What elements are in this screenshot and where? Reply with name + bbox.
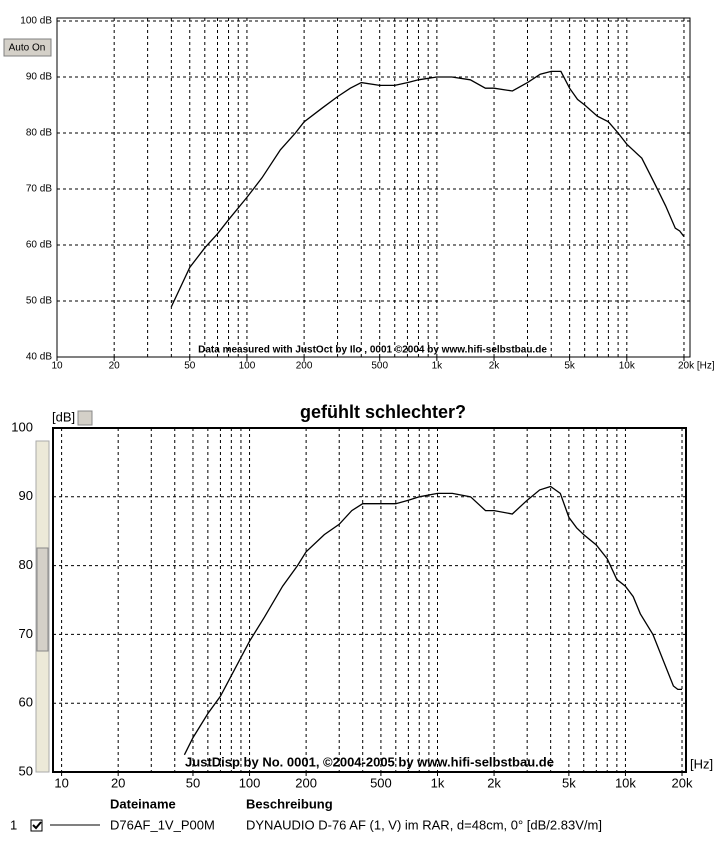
y-tick-label: 50 (19, 763, 33, 778)
x-tick-label: 100 (239, 775, 261, 790)
legend-index: 1 (10, 817, 17, 832)
scroll-thumb[interactable] (36, 547, 49, 652)
spin-button[interactable] (77, 410, 93, 426)
chart-title: gefühlt schlechter? (300, 402, 466, 422)
x-tick-label: 50 (186, 775, 200, 790)
legend-checkbox[interactable] (30, 819, 43, 832)
y-tick-label: 70 dB (26, 184, 52, 195)
x-tick-label: 20k (672, 775, 693, 790)
plot-frame (56, 17, 691, 358)
x-tick-label: 20 (109, 361, 121, 372)
legend-description: DYNAUDIO D-76 AF (1, V) im RAR, d=48cm, … (246, 817, 602, 832)
x-tick-label: 10k (619, 361, 636, 372)
button-frame[interactable] (3, 38, 52, 57)
y-unit: [dB] (52, 409, 75, 424)
plot-frame (52, 427, 687, 773)
y-tick-label: 90 dB (26, 72, 52, 83)
x-tick-label: 20k [Hz] (678, 361, 715, 372)
y-tick-label: 50 dB (26, 296, 52, 307)
x-tick-label: 500 (370, 775, 392, 790)
response-curve (170, 70, 685, 307)
x-tick-label: 10 (54, 775, 68, 790)
x-tick-label: 20 (111, 775, 125, 790)
legend-header: Beschreibung (246, 796, 333, 811)
y-tick-label: 60 (19, 695, 33, 710)
y-tick-label: 80 (19, 557, 33, 572)
y-tick-label: 60 dB (26, 240, 52, 251)
x-tick-label: 200 (295, 775, 317, 790)
x-tick-label: 5k (564, 361, 576, 372)
x-tick-label: 1k (432, 361, 444, 372)
y-tick-label: 90 (19, 488, 33, 503)
x-tick-label: 1k (431, 775, 445, 790)
y-tick-label: 40 dB (26, 352, 52, 363)
x-unit: [Hz] (690, 756, 713, 771)
x-tick-label: 200 (296, 361, 313, 372)
x-tick-label: 2k (487, 775, 501, 790)
response-curve (183, 485, 682, 756)
y-tick-label: 100 dB (20, 16, 52, 27)
checkmark (32, 821, 42, 830)
x-tick-label: 5k (562, 775, 576, 790)
x-tick-label: 10k (615, 775, 636, 790)
legend-entry: D76AF_1V_P00M (110, 817, 215, 832)
legend-header: Dateiname (110, 796, 176, 811)
x-tick-label: 100 (239, 361, 256, 372)
y-tick-label: 80 dB (26, 128, 52, 139)
watermark: Data measured with JustOct by Ilo , 0001… (198, 345, 547, 356)
x-tick-label: 2k (489, 361, 501, 372)
x-tick-label: 10 (51, 361, 63, 372)
auto-on-button[interactable]: Auto On (9, 43, 46, 54)
x-tick-label: 500 (371, 361, 388, 372)
y-tick-label: 100 (11, 419, 33, 434)
watermark: JustDisp by No. 0001, ©2004-2005 by www.… (185, 754, 554, 769)
x-tick-label: 50 (184, 361, 196, 372)
y-tick-label: 70 (19, 626, 33, 641)
